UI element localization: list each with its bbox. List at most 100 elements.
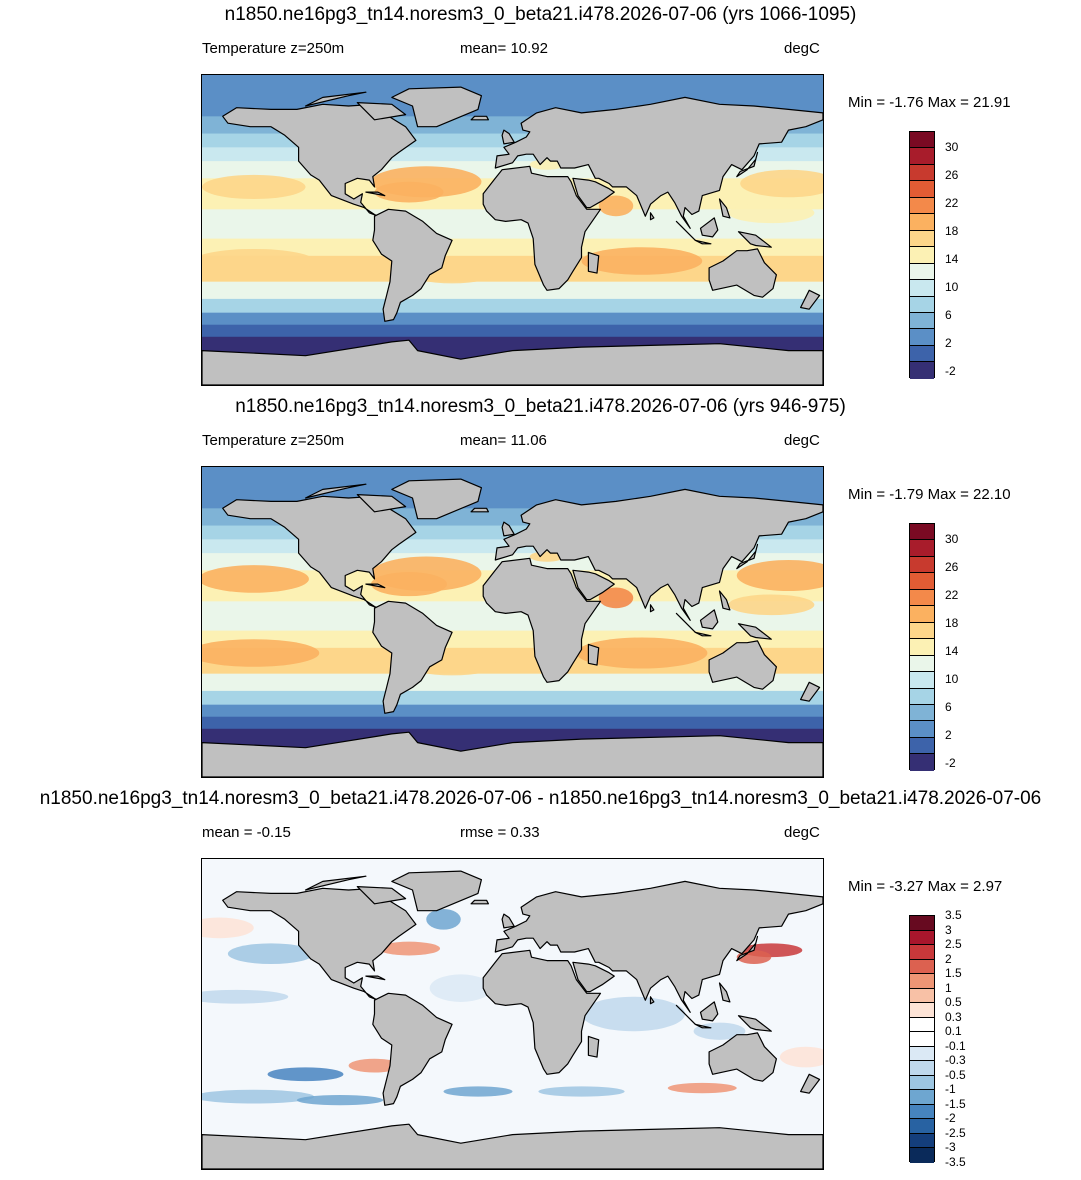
- colorbar-swatch: [910, 556, 934, 574]
- colorbar-swatch: [910, 672, 934, 689]
- colorbar-swatch: [910, 916, 934, 931]
- panel-title: n1850.ne16pg3_tn14.noresm3_0_beta21.i478…: [39, 788, 1042, 809]
- colorbar-swatch: [910, 589, 934, 607]
- colorbar-swatch: [910, 230, 934, 248]
- colorbar-tick-label: -2: [945, 364, 956, 379]
- colorbar-swatch: [910, 164, 934, 182]
- colorbar-swatch: [910, 721, 934, 738]
- colorbar-tick-label: 10: [945, 672, 959, 687]
- colorbar-tick-label: 30: [945, 532, 959, 547]
- colorbar-swatch: [910, 280, 934, 297]
- colorbar-swatch: [910, 214, 934, 231]
- colorbar-swatch: [910, 329, 934, 346]
- min-max-label: Min = -1.79 Max = 22.10: [848, 486, 1011, 503]
- colorbar-tick-label: 0.1: [945, 1024, 962, 1039]
- world-map: [201, 466, 824, 778]
- colorbar-tick-label: 14: [945, 644, 959, 659]
- colorbar-swatches: [909, 523, 935, 771]
- colorbar-swatch: [910, 1032, 934, 1047]
- colorbar-tick-label: 6: [945, 308, 952, 323]
- colorbar-tick-label: 14: [945, 252, 959, 267]
- colorbar-swatch: [910, 704, 934, 722]
- world-map: [201, 858, 824, 1170]
- land-mask: [202, 86, 823, 385]
- map-panel-3: n1850.ne16pg3_tn14.noresm3_0_beta21.i478…: [0, 788, 1081, 1180]
- colorbar-tick-label: -2: [945, 1111, 956, 1126]
- colorbar-tick-label: 22: [945, 196, 959, 211]
- colorbar-swatch: [910, 312, 934, 330]
- colorbar-tick-label: 2: [945, 336, 952, 351]
- mean-label: mean = -0.15: [202, 824, 291, 841]
- colorbar-tick-label: 26: [945, 560, 959, 575]
- colorbar-swatch: [910, 540, 934, 557]
- colorbar-tick-label: -0.5: [945, 1067, 966, 1082]
- colorbar-swatch: [910, 1090, 934, 1105]
- colorbar-swatch: [910, 573, 934, 590]
- colorbar-swatch: [910, 132, 934, 149]
- map-panel-1: n1850.ne16pg3_tn14.noresm3_0_beta21.i478…: [0, 4, 1081, 396]
- colorbar-swatch: [910, 988, 934, 1004]
- colorbar-tick-label: 3: [945, 922, 952, 937]
- world-map: [201, 74, 824, 386]
- variable-label: Temperature z=250m: [202, 40, 345, 57]
- colorbar-swatch: [910, 1119, 934, 1134]
- colorbar-tick-label: -3.5: [945, 1155, 966, 1169]
- rmse-label: rmse = 0.33: [460, 824, 540, 841]
- colorbar-tick-label: 10: [945, 280, 959, 295]
- mean-label: mean= 11.06: [460, 432, 547, 449]
- colorbar-tick-label: -2.5: [945, 1125, 966, 1140]
- colorbar-swatch: [910, 1075, 934, 1091]
- colorbar-swatch: [910, 639, 934, 656]
- colorbar-swatch: [910, 247, 934, 264]
- colorbar-swatch: [910, 754, 934, 771]
- colorbar-swatch: [910, 655, 934, 673]
- colorbar-swatch: [910, 1046, 934, 1062]
- colorbar-swatch: [910, 688, 934, 705]
- colorbar-swatch: [910, 345, 934, 363]
- colorbar-swatch: [910, 974, 934, 989]
- colorbar-tick-label: 18: [945, 224, 959, 239]
- land-mask: [202, 478, 823, 777]
- colorbar-tick-label: 0.5: [945, 995, 962, 1010]
- colorbar-tick-label: -1: [945, 1082, 956, 1097]
- colorbar-swatch: [910, 930, 934, 946]
- colorbar-swatch: [910, 1104, 934, 1120]
- colorbar-tick-label: 0.3: [945, 1009, 962, 1024]
- colorbar-swatch: [910, 1148, 934, 1163]
- colorbar-swatch: [910, 959, 934, 975]
- units-label: degC: [784, 824, 820, 841]
- colorbar-tick-label: -0.1: [945, 1038, 966, 1053]
- colorbar-tick-label: 2: [945, 951, 952, 966]
- colorbar-swatch: [910, 197, 934, 215]
- colorbar-swatch: [910, 181, 934, 198]
- units-label: degC: [784, 40, 820, 57]
- colorbar-swatch: [910, 1003, 934, 1018]
- colorbar-swatch: [910, 1061, 934, 1076]
- colorbar-tick-label: -3: [945, 1140, 956, 1155]
- colorbar-tick-label: 3.5: [945, 908, 962, 922]
- mean-label: mean= 10.92: [460, 40, 548, 57]
- min-max-label: Min = -1.76 Max = 21.91: [848, 94, 1011, 111]
- colorbar-swatch: [910, 737, 934, 755]
- colorbar-swatch: [910, 362, 934, 379]
- colorbar-swatch: [910, 945, 934, 960]
- colorbar-tick-label: 2.5: [945, 937, 962, 952]
- colorbar-tick-label: 6: [945, 700, 952, 715]
- colorbar-tick-label: 1.5: [945, 966, 962, 981]
- colorbar-swatch: [910, 263, 934, 281]
- units-label: degC: [784, 432, 820, 449]
- colorbar-tick-label: 1: [945, 980, 952, 995]
- colorbar-swatch: [910, 1133, 934, 1149]
- colorbar-swatch: [910, 524, 934, 541]
- panel-title: n1850.ne16pg3_tn14.noresm3_0_beta21.i478…: [224, 4, 857, 25]
- colorbar-tick-label: 2: [945, 728, 952, 743]
- colorbar-tick-label: 18: [945, 616, 959, 631]
- colorbar-swatch: [910, 148, 934, 165]
- map-panel-2: n1850.ne16pg3_tn14.noresm3_0_beta21.i478…: [0, 396, 1081, 788]
- colorbar-tick-label: -1.5: [945, 1096, 966, 1111]
- colorbar-swatch: [910, 622, 934, 640]
- colorbar-swatch: [910, 296, 934, 313]
- colorbar-swatches: [909, 915, 935, 1163]
- colorbar-swatch: [910, 1017, 934, 1033]
- panel-title: n1850.ne16pg3_tn14.noresm3_0_beta21.i478…: [235, 396, 846, 417]
